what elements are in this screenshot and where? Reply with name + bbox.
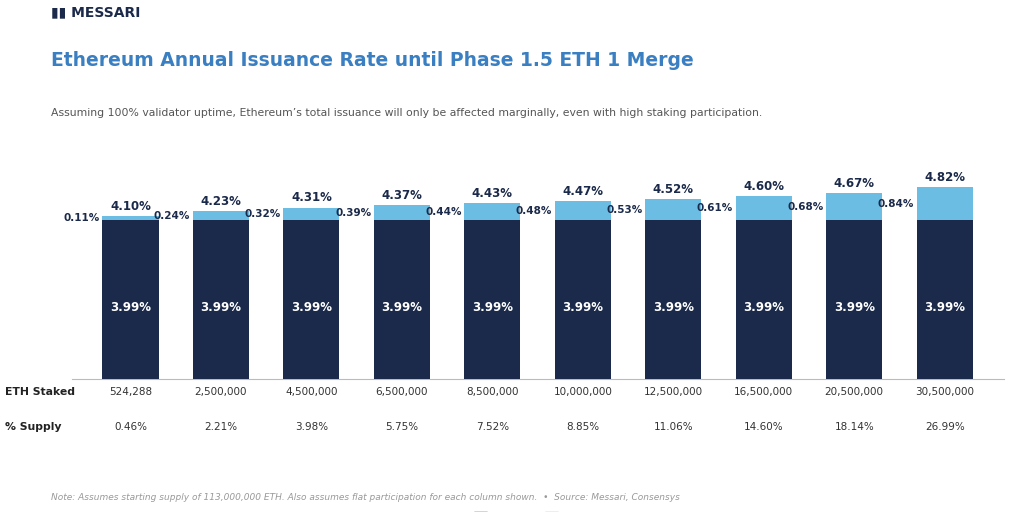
- Bar: [193, 211, 249, 220]
- Text: 10,000,000: 10,000,000: [553, 387, 612, 397]
- Legend: ETH 1, ETH 2: ETH 1, ETH 2: [469, 506, 606, 512]
- Text: ▮▮ MESSARI: ▮▮ MESSARI: [51, 5, 140, 19]
- Text: Note: Assumes starting supply of 113,000,000 ETH. Also assumes flat participatio: Note: Assumes starting supply of 113,000…: [51, 493, 680, 502]
- Text: 20,500,000: 20,500,000: [824, 387, 884, 397]
- Text: 0.39%: 0.39%: [335, 208, 371, 218]
- Text: 5.75%: 5.75%: [385, 422, 419, 433]
- Text: 0.44%: 0.44%: [425, 207, 462, 217]
- Bar: [735, 220, 792, 379]
- Bar: [102, 216, 159, 220]
- Text: Assuming 100% validator uptime, Ethereum’s total issuance will only be affected : Assuming 100% validator uptime, Ethereum…: [51, 108, 763, 118]
- Text: 11.06%: 11.06%: [653, 422, 693, 433]
- Text: 0.46%: 0.46%: [114, 422, 147, 433]
- Text: 3.99%: 3.99%: [653, 301, 694, 314]
- Bar: [916, 220, 973, 379]
- Text: 16,500,000: 16,500,000: [734, 387, 794, 397]
- Bar: [284, 220, 340, 379]
- Bar: [284, 208, 340, 220]
- Text: 4.47%: 4.47%: [562, 185, 603, 198]
- Text: 18.14%: 18.14%: [835, 422, 874, 433]
- Text: 2.21%: 2.21%: [205, 422, 238, 433]
- Text: 2,500,000: 2,500,000: [195, 387, 247, 397]
- Text: 4.82%: 4.82%: [925, 171, 966, 184]
- Text: 3.99%: 3.99%: [201, 301, 242, 314]
- Text: 0.68%: 0.68%: [787, 202, 823, 212]
- Text: ETH Staked: ETH Staked: [5, 387, 75, 397]
- Bar: [735, 196, 792, 220]
- Text: 0.24%: 0.24%: [154, 210, 190, 221]
- Text: 3.99%: 3.99%: [291, 301, 332, 314]
- Text: 3.99%: 3.99%: [925, 301, 966, 314]
- Bar: [826, 194, 883, 220]
- Text: 3.99%: 3.99%: [472, 301, 513, 314]
- Text: 4.60%: 4.60%: [743, 180, 784, 193]
- Text: % Supply: % Supply: [5, 422, 61, 433]
- Text: 524,288: 524,288: [109, 387, 152, 397]
- Text: Ethereum Annual Issuance Rate until Phase 1.5 ETH 1 Merge: Ethereum Annual Issuance Rate until Phas…: [51, 51, 694, 70]
- Text: 26.99%: 26.99%: [925, 422, 965, 433]
- Bar: [645, 199, 701, 220]
- Text: 0.32%: 0.32%: [245, 209, 281, 219]
- Text: 30,500,000: 30,500,000: [915, 387, 974, 397]
- Bar: [464, 203, 520, 220]
- Bar: [374, 205, 430, 220]
- Text: 4.23%: 4.23%: [201, 195, 242, 208]
- Text: 8,500,000: 8,500,000: [466, 387, 518, 397]
- Bar: [374, 220, 430, 379]
- Text: 4,500,000: 4,500,000: [285, 387, 338, 397]
- Text: 3.99%: 3.99%: [743, 301, 784, 314]
- Text: 12,500,000: 12,500,000: [644, 387, 702, 397]
- Text: 7.52%: 7.52%: [476, 422, 509, 433]
- Bar: [645, 220, 701, 379]
- Bar: [102, 220, 159, 379]
- Bar: [464, 220, 520, 379]
- Text: 0.84%: 0.84%: [878, 199, 914, 209]
- Text: 0.53%: 0.53%: [606, 205, 642, 215]
- Text: 3.99%: 3.99%: [110, 301, 151, 314]
- Text: 4.10%: 4.10%: [110, 200, 151, 213]
- Bar: [826, 220, 883, 379]
- Text: 3.98%: 3.98%: [295, 422, 328, 433]
- Text: 4.31%: 4.31%: [291, 191, 332, 204]
- Bar: [555, 220, 611, 379]
- Text: 6,500,000: 6,500,000: [376, 387, 428, 397]
- Bar: [193, 220, 249, 379]
- Text: 14.60%: 14.60%: [744, 422, 783, 433]
- Text: 3.99%: 3.99%: [381, 301, 422, 314]
- Text: 0.11%: 0.11%: [63, 213, 99, 223]
- Text: 4.67%: 4.67%: [834, 177, 874, 190]
- Text: 8.85%: 8.85%: [566, 422, 599, 433]
- Text: 3.99%: 3.99%: [834, 301, 874, 314]
- Text: 4.52%: 4.52%: [653, 183, 694, 196]
- Text: 0.48%: 0.48%: [516, 206, 552, 216]
- Bar: [916, 187, 973, 220]
- Bar: [555, 201, 611, 220]
- Text: 4.43%: 4.43%: [472, 187, 513, 200]
- Text: 3.99%: 3.99%: [562, 301, 603, 314]
- Text: 0.61%: 0.61%: [696, 203, 733, 214]
- Text: 4.37%: 4.37%: [382, 189, 422, 202]
